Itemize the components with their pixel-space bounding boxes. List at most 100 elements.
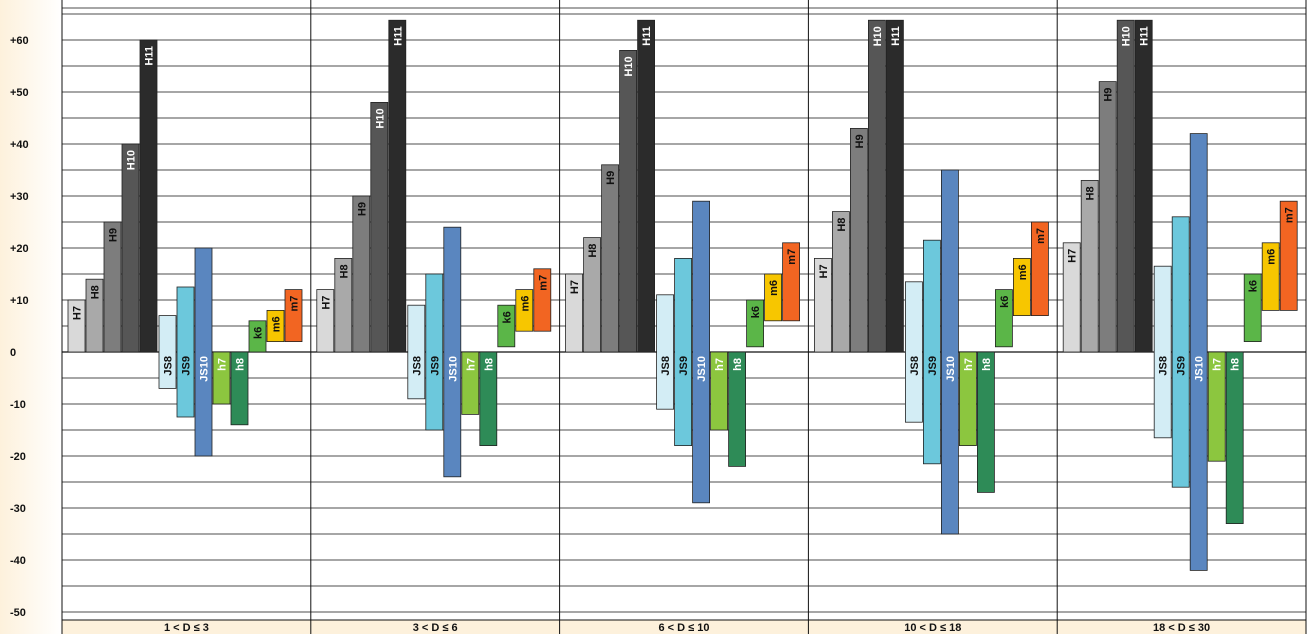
group-label: 1 < D ≤ 3 [164, 622, 209, 634]
y-axis-band [0, 0, 62, 634]
bar-label: k6 [1248, 280, 1260, 292]
group-label: 3 < D ≤ 6 [413, 622, 458, 634]
bar-label: JS10 [696, 356, 708, 382]
y-tick-label: +40 [10, 139, 29, 151]
bar-label: m7 [1035, 228, 1047, 244]
bar-label: k6 [750, 306, 762, 318]
bar-h7-5 [1062, 242, 1081, 353]
bar-m7-1 [284, 289, 303, 343]
bar-m6-5 [1261, 242, 1280, 311]
y-tick-label: +50 [10, 87, 29, 99]
y-tick-label: -10 [10, 399, 26, 411]
bar-label: h8 [235, 358, 247, 371]
bar-label: H7 [320, 296, 332, 310]
y-tick-label: -40 [10, 555, 26, 567]
bar-js8-5 [1153, 265, 1172, 439]
bar-label: H11 [1139, 26, 1151, 46]
bar-label: m6 [1266, 249, 1278, 265]
bar-h10-3 [619, 50, 637, 353]
bar-label: H10 [872, 26, 884, 46]
bar-h8-3 [583, 237, 601, 353]
bar-js8-4 [905, 281, 923, 423]
bar-m7-4 [1031, 221, 1049, 316]
bar-h9-5 [1098, 81, 1117, 353]
bar-h7-1 [67, 299, 86, 353]
bar-label: JS10 [945, 356, 957, 382]
bar-h11-4 [886, 19, 904, 353]
bar-label: H9 [108, 228, 120, 242]
y-tick-label: +60 [10, 35, 29, 47]
bar-label: h7 [217, 358, 229, 371]
bar-h8-4 [832, 211, 850, 353]
bar-label: H11 [392, 26, 404, 46]
bar-label: H8 [338, 264, 350, 278]
bar-label: H7 [72, 306, 84, 320]
bar-label: JS8 [909, 356, 921, 376]
bar-k6-1 [248, 320, 267, 353]
bar-js9-4 [923, 239, 941, 465]
bar-h11-5 [1134, 19, 1153, 353]
bar-m6-1 [266, 309, 285, 342]
bar-js8-3 [656, 294, 674, 410]
bar-label: m7 [537, 275, 549, 291]
bar-label: JS8 [660, 356, 672, 376]
bar-m7-3 [782, 242, 800, 322]
bar-h9-1 [103, 221, 122, 353]
bar-h7-4 [814, 257, 832, 353]
y-tick-label: -30 [10, 503, 26, 515]
bar-h8-2 [334, 257, 353, 353]
bar-h11-2 [388, 19, 407, 353]
bar-label: H10 [623, 56, 635, 76]
bar-label: JS10 [199, 356, 211, 382]
bar-h8-2 [479, 351, 498, 446]
bar-label: JS10 [1194, 356, 1206, 382]
bar-label: H11 [144, 46, 156, 66]
bar-label: JS8 [1158, 356, 1170, 376]
bar-label: h8 [732, 358, 744, 371]
bar-k6-4 [995, 289, 1013, 348]
bar-h10-5 [1116, 19, 1135, 353]
bar-label: JS8 [163, 356, 175, 376]
bar-h8-3 [728, 351, 746, 467]
bar-js9-3 [674, 257, 692, 446]
bar-k6-2 [497, 304, 516, 348]
bar-label: H8 [1085, 186, 1097, 200]
bar-label: H10 [126, 150, 138, 170]
bar-js9-2 [425, 273, 444, 431]
bar-label: JS9 [927, 356, 939, 376]
bar-label: m6 [519, 296, 531, 312]
bar-k6-5 [1243, 273, 1262, 342]
bar-label: H10 [1121, 26, 1133, 46]
bar-label: m7 [1284, 207, 1296, 223]
bar-label: h7 [714, 358, 726, 371]
group-label: 18 < D ≤ 30 [1153, 622, 1210, 634]
bar-h8-1 [85, 278, 104, 353]
group-label: 6 < D ≤ 10 [659, 622, 710, 634]
group-label: 10 < D ≤ 18 [904, 622, 961, 634]
bar-h7-2 [461, 351, 480, 415]
bar-m7-5 [1279, 200, 1298, 311]
bar-h7-1 [212, 351, 231, 405]
bar-label: H9 [854, 134, 866, 148]
bar-h8-4 [977, 351, 995, 493]
bar-label: H11 [890, 26, 902, 46]
bar-label: H9 [605, 171, 617, 185]
y-tick-label: +20 [10, 243, 29, 255]
bar-label: H8 [90, 285, 102, 299]
bar-h10-4 [868, 19, 886, 353]
bar-label: JS10 [447, 356, 459, 382]
bar-h10-2 [370, 102, 389, 353]
bar-label: H7 [569, 280, 581, 294]
bar-h9-2 [352, 195, 371, 353]
bar-js9-1 [176, 286, 195, 418]
bar-js10-5 [1189, 133, 1208, 571]
bar-h9-4 [850, 127, 868, 353]
bar-js8-2 [407, 304, 426, 400]
bar-label: JS9 [1176, 356, 1188, 376]
bar-label: JS8 [411, 356, 423, 376]
bar-h11-1 [139, 39, 158, 353]
bar-label: k6 [253, 327, 265, 339]
bar-label: h8 [483, 358, 495, 371]
